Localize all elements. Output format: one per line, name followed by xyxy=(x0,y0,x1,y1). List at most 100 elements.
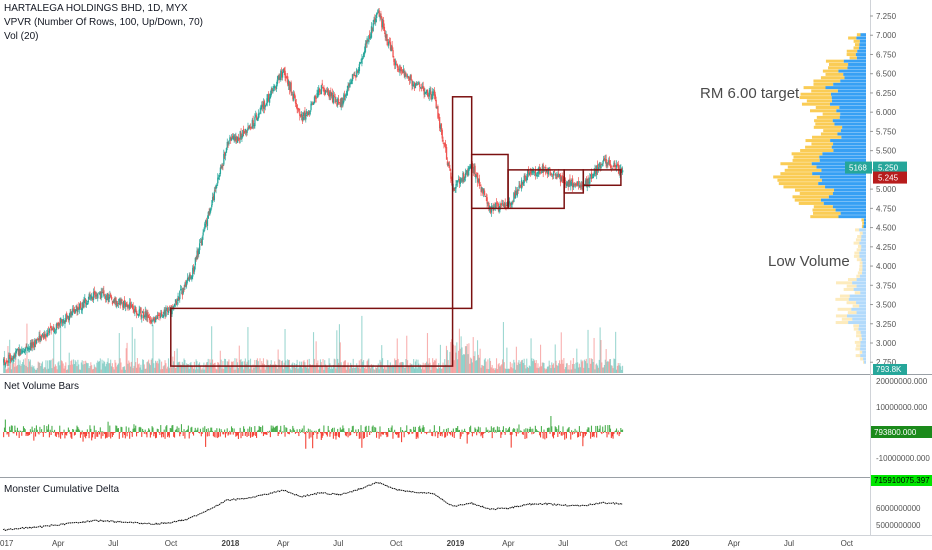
candle-body xyxy=(372,23,374,32)
net-volume-bar xyxy=(83,432,85,434)
candle-body xyxy=(287,80,290,86)
net-volume-bar xyxy=(228,432,230,435)
candle-body xyxy=(204,223,206,230)
net-volume-bar xyxy=(620,427,622,432)
candle-body xyxy=(198,249,200,255)
net-volume-bar xyxy=(535,429,537,432)
candle-body xyxy=(205,220,207,223)
candle-body xyxy=(221,165,223,169)
volume-bar xyxy=(282,369,284,373)
volume-bar xyxy=(16,365,18,373)
volume-bar xyxy=(557,365,559,373)
volume-bar xyxy=(377,363,379,373)
net-volume-bar xyxy=(85,432,87,439)
candle-body xyxy=(162,314,165,318)
net-volume-bar xyxy=(492,428,494,432)
candle-body xyxy=(131,304,134,308)
volume-bar xyxy=(272,364,274,373)
volume-indicator-label[interactable]: Vol (20) xyxy=(4,31,39,42)
volume-bar xyxy=(77,359,79,373)
vp-bar-down xyxy=(812,135,842,139)
net-volume-bar xyxy=(202,427,204,432)
volume-bar xyxy=(508,368,510,373)
vp-bar-down xyxy=(835,321,849,325)
candle-body xyxy=(199,242,202,243)
vp-bar-up xyxy=(837,89,866,93)
net-volume-bar xyxy=(536,430,538,432)
candle-body xyxy=(579,186,582,188)
net-volume-bar xyxy=(334,432,336,436)
candle-body xyxy=(581,184,583,187)
volume-bar xyxy=(345,369,347,373)
price-tick-label: 3.500 xyxy=(876,301,897,310)
volume-bar xyxy=(375,367,377,373)
vpvr-indicator-label[interactable]: VPVR (Number Of Rows, 100, Up/Down, 70) xyxy=(4,17,203,28)
volume-bar xyxy=(133,365,135,373)
net-volume-tick-label: 20000000.000 xyxy=(876,377,928,386)
volume-bar xyxy=(294,367,296,373)
volume-bar xyxy=(134,338,136,373)
net-volume-bar xyxy=(461,429,463,432)
vp-bar-up xyxy=(833,82,866,86)
candle-body xyxy=(28,347,30,350)
net-volume-bar xyxy=(244,432,246,436)
net-volume-bar xyxy=(607,425,609,432)
volume-bar xyxy=(466,343,468,373)
net-volume-bar xyxy=(66,432,69,433)
volume-bar xyxy=(32,367,34,373)
net-volume-bar xyxy=(591,432,593,437)
candle-body xyxy=(152,318,154,320)
net-volume-bar xyxy=(16,427,18,432)
vp-bar-up xyxy=(811,162,866,166)
net-volume-bar xyxy=(548,427,550,432)
candle-body xyxy=(426,89,429,96)
net-volume-bar xyxy=(129,431,132,432)
net-volume-bar xyxy=(510,432,512,448)
net-volume-bar xyxy=(59,425,61,432)
vp-bar-down xyxy=(855,354,861,358)
candle-body xyxy=(533,171,535,172)
candle-body xyxy=(514,190,517,199)
candle-body xyxy=(123,299,126,306)
price-tick-label: 5.000 xyxy=(876,185,897,194)
candle-body xyxy=(454,187,456,189)
volume-bar xyxy=(27,367,29,373)
net-volume-pane-title[interactable]: Net Volume Bars xyxy=(4,381,80,392)
time-axis-label: Apr xyxy=(728,539,741,548)
net-volume-bar xyxy=(506,431,508,433)
net-volume-bar xyxy=(97,432,99,437)
candle-body xyxy=(126,303,128,308)
candle-body xyxy=(447,163,449,166)
price-tick-label: 4.750 xyxy=(876,204,897,213)
vp-bar-up xyxy=(832,119,866,123)
candle-body xyxy=(476,172,478,174)
volume-bar xyxy=(167,366,169,373)
volume-bar xyxy=(73,364,75,373)
net-volume-bar xyxy=(268,430,271,432)
net-volume-bar xyxy=(102,432,104,437)
candle-body xyxy=(99,291,102,299)
net-volume-bar xyxy=(345,432,347,437)
candle-body xyxy=(383,26,386,32)
candle-body xyxy=(344,94,346,97)
candle-body xyxy=(3,358,5,363)
volume-bar xyxy=(457,359,459,373)
volume-bar xyxy=(576,348,578,373)
candle-body xyxy=(32,342,34,345)
volume-bar xyxy=(439,368,441,373)
net-volume-bar xyxy=(488,432,490,433)
volume-bar xyxy=(426,333,429,373)
candle-body xyxy=(544,166,546,168)
net-volume-bar xyxy=(128,427,130,432)
candle-body xyxy=(499,203,501,210)
net-volume-bar xyxy=(222,432,224,435)
net-volume-bar xyxy=(60,432,62,439)
candle-body xyxy=(184,283,186,288)
volume-bar xyxy=(231,361,233,373)
candle-body xyxy=(408,78,411,81)
net-volume-bar xyxy=(353,432,355,434)
cum-delta-pane-title[interactable]: Monster Cumulative Delta xyxy=(4,484,120,495)
candle-body xyxy=(369,36,372,39)
volume-bar xyxy=(260,369,262,373)
